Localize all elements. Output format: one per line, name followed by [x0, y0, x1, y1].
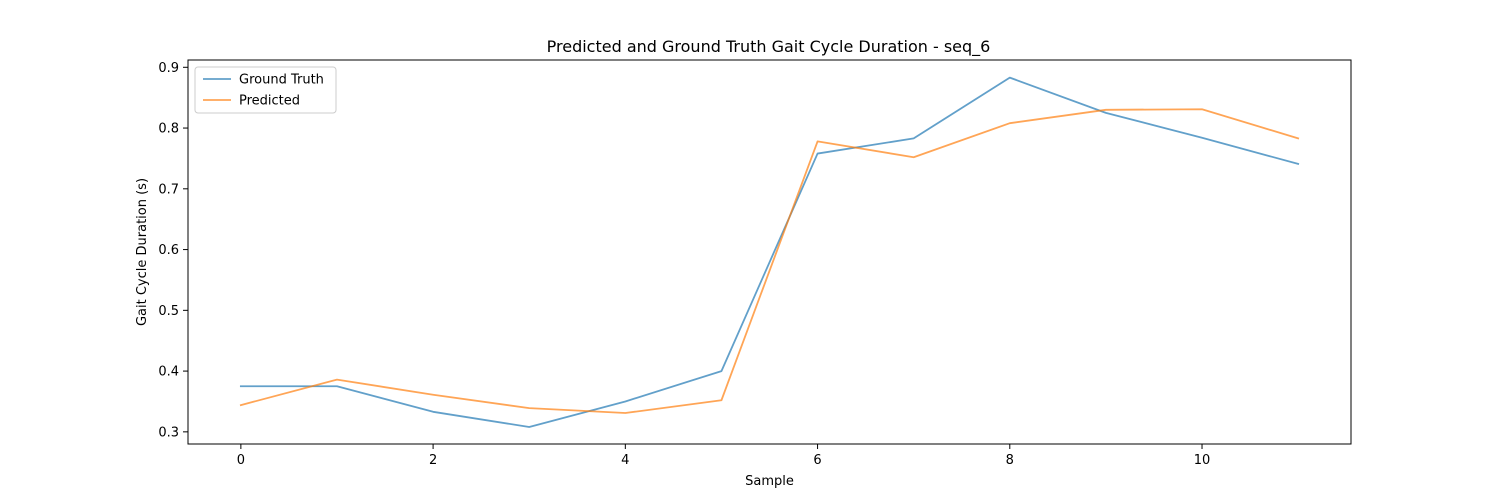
x-tick-label: 2: [429, 453, 437, 468]
chart-title: Predicted and Ground Truth Gait Cycle Du…: [547, 37, 991, 57]
x-tick-label: 10: [1194, 453, 1211, 468]
legend-label: Predicted: [239, 94, 300, 109]
x-tick-label: 0: [237, 453, 245, 468]
y-tick-label: 0.4: [158, 365, 179, 380]
y-axis: 0.3 0.4 0.5 0.6 0.7 0.8 0.9: [158, 61, 188, 440]
x-axis-label: Sample: [745, 474, 794, 489]
y-tick-label: 0.6: [158, 243, 179, 258]
plot-border: [187, 59, 1352, 445]
legend: Ground Truth Predicted: [194, 66, 337, 114]
series-line-predicted: [239, 108, 1300, 414]
x-tick-label: 8: [1006, 453, 1014, 468]
y-axis-label: Gait Cycle Duration (s): [135, 178, 150, 326]
y-tick-label: 0.5: [158, 304, 179, 319]
y-tick-label: 0.7: [158, 182, 179, 197]
y-tick-label: 0.3: [158, 425, 179, 440]
series-line-ground-truth: [239, 76, 1300, 428]
series-layer: [239, 76, 1300, 428]
legend-label: Ground Truth: [239, 73, 324, 88]
y-tick-label: 0.9: [158, 61, 179, 76]
x-tick-label: 4: [621, 453, 629, 468]
x-axis: 0 2 4 6 8 10: [237, 444, 1211, 468]
x-tick-label: 6: [813, 453, 821, 468]
y-tick-label: 0.8: [158, 122, 179, 137]
plot-area: [188, 60, 1351, 444]
